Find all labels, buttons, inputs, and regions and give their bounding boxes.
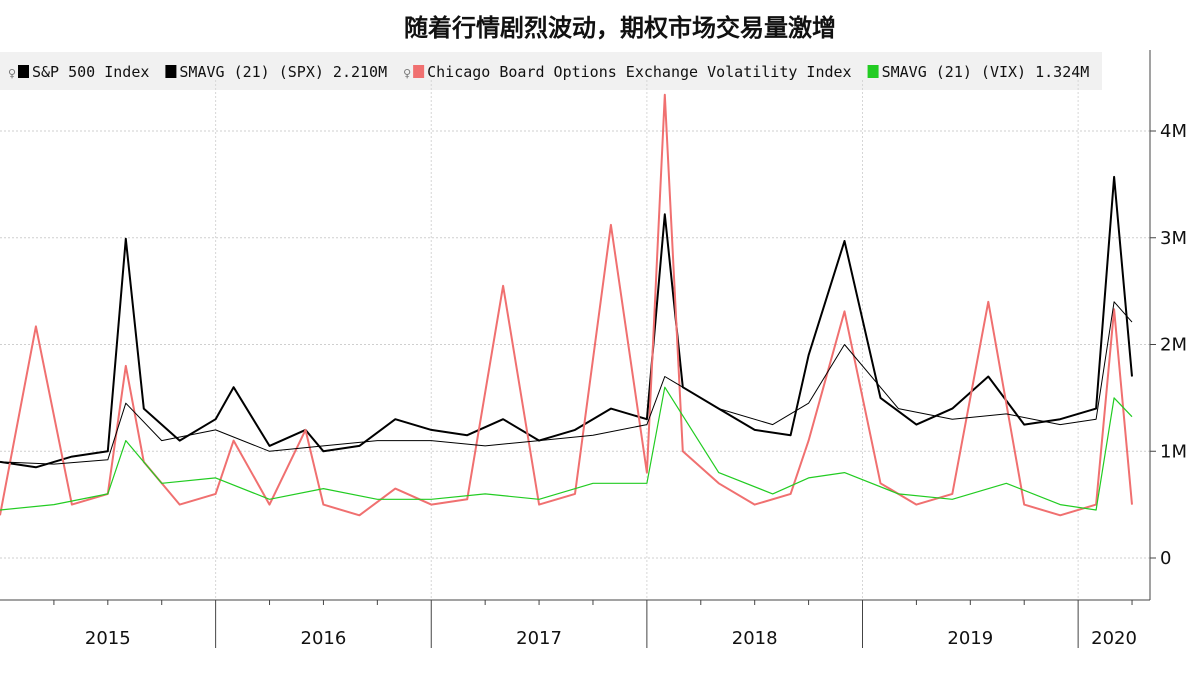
x-tick-label: 2015 — [85, 628, 131, 649]
legend-swatch — [18, 65, 29, 78]
x-axis: 2015 2016 2017 2018 2019 2020 — [0, 599, 1150, 649]
y-tick-label: 0 — [1160, 548, 1171, 569]
x-tick-label: 2019 — [947, 628, 993, 649]
legend-item-0: ♀ S&P 500 Index — [8, 63, 149, 81]
legend-swatch — [867, 65, 879, 78]
grid — [0, 80, 1150, 600]
x-tick-label: 2018 — [732, 628, 778, 649]
y-tick-label: 3M — [1160, 228, 1187, 249]
chart-title: 随着行情剧烈波动，期权市场交易量激增 — [404, 14, 836, 42]
x-tick-label: 2016 — [301, 628, 347, 649]
legend-item-2: ♀ Chicago Board Options Exchange Volatili… — [403, 63, 851, 81]
x-tick-label: 2017 — [516, 628, 562, 649]
series-layer — [0, 93, 1133, 517]
pin-icon: ♀ — [403, 67, 411, 80]
legend-label: SMAVG (21) (SPX) 2.210M — [179, 63, 387, 81]
legend-swatch — [165, 65, 177, 78]
legend-item-1: SMAVG (21) (SPX) 2.210M — [165, 63, 387, 81]
x-tick-label: 2020 — [1091, 628, 1137, 649]
y-tick-label: 2M — [1160, 335, 1187, 356]
series-line-0 — [0, 175, 1133, 469]
series-line-1 — [0, 301, 1133, 465]
y-tick-label: 1M — [1160, 441, 1187, 462]
legend-label: Chicago Board Options Exchange Volatilit… — [427, 63, 851, 81]
pin-icon: ♀ — [8, 67, 16, 80]
legend-label: SMAVG (21) (VIX) 1.324M — [882, 63, 1090, 81]
legend-panel — [0, 52, 1102, 90]
legend-swatch — [413, 65, 425, 78]
y-axis: 0 1M 2M 3M 4M — [1149, 50, 1187, 600]
series-line-2 — [0, 93, 1133, 517]
y-tick-label: 4M — [1160, 121, 1187, 142]
legend-label: S&P 500 Index — [32, 63, 149, 81]
legend: ♀ S&P 500 Index SMAVG (21) (SPX) 2.210M ♀ Ch… — [8, 63, 1089, 81]
series-line-3 — [0, 386, 1133, 511]
legend-item-3: SMAVG (21) (VIX) 1.324M — [867, 63, 1090, 81]
